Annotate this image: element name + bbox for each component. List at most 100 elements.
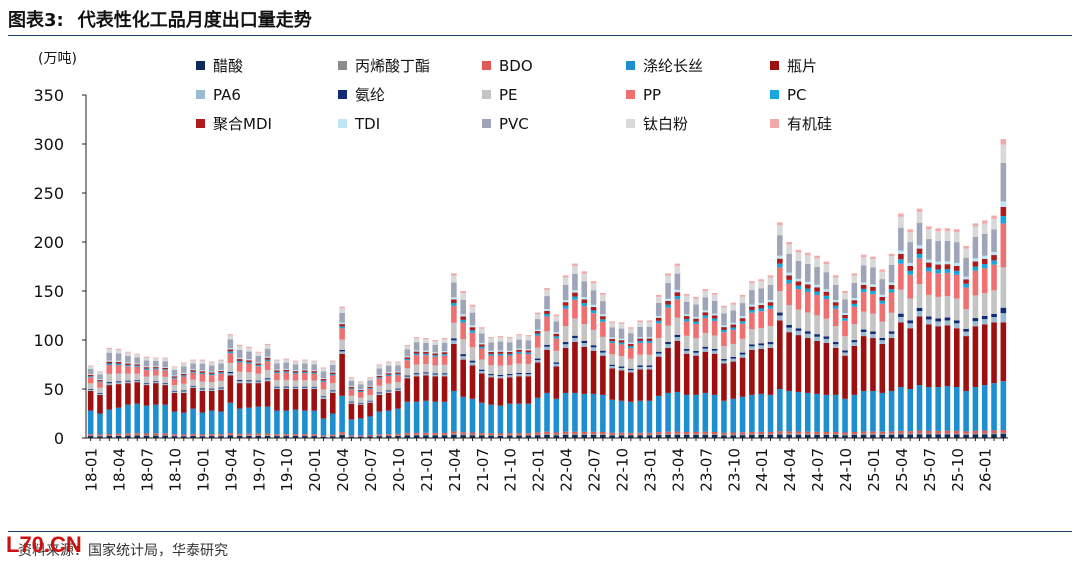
bar-segment [87,366,94,369]
bar-segment [749,310,755,313]
bar-segment [749,394,755,432]
bar-segment [581,273,588,282]
bar-segment [907,242,914,263]
bar-segment [981,430,988,434]
bar-segment [572,431,578,434]
bar-stack [330,360,336,438]
bar-segment [600,394,606,432]
bar-segment [488,435,494,436]
bar-segment [981,434,988,438]
bar-segment [97,380,103,382]
bar-segment [739,354,746,358]
bar-segment [404,344,411,346]
bar-stack [311,360,317,438]
bar-segment [227,339,234,349]
y-tick-label: 150 [33,282,64,301]
bar-segment [97,374,103,380]
bar-segment [758,279,764,282]
bar-segment [628,432,634,435]
bar-segment [506,377,513,404]
bar-segment [1000,307,1007,314]
bar-segment [376,436,383,438]
bar-stack [953,229,960,438]
bar-segment [860,254,867,258]
bar-stack [981,220,988,438]
bar-segment [609,368,615,400]
bar-stack [357,381,364,438]
bar-segment [218,380,224,388]
bar-segment [385,375,392,384]
bar-segment [274,370,280,372]
bar-segment [804,338,811,393]
bar-segment [581,431,588,435]
bar-segment [171,434,178,436]
bar-segment [404,375,411,377]
legend-item: 有机硅 [770,115,832,133]
bar-segment [395,408,401,434]
bar-segment [330,434,336,436]
bar-segment [134,366,141,374]
bar-segment [246,383,252,408]
bar-segment [590,313,597,330]
bar-segment [926,316,932,320]
bar-segment [804,288,811,292]
legend-item: 醋酸 [196,57,243,75]
bar-segment [814,334,820,337]
bar-segment [125,435,131,436]
bar-segment [562,434,569,438]
bar-segment [953,328,960,388]
bar-segment [497,337,504,342]
bar-segment [246,360,252,363]
bar-segment [413,351,420,354]
bar-segment [506,338,513,343]
bar-segment [655,353,662,357]
bar-stack [879,269,886,438]
bar-segment [516,349,522,352]
bar-segment [972,387,979,431]
bar-segment [963,433,969,435]
bar-segment [330,383,336,391]
bar-segment [637,365,643,367]
bar-segment [767,284,774,300]
bar-segment [655,315,662,318]
bar-segment [404,368,411,376]
bar-segment [674,434,681,438]
bar-segment [115,361,122,364]
bar-segment [106,363,113,365]
bar-segment [339,434,345,436]
bar-segment [683,319,690,322]
bar-segment [953,430,960,434]
bar-segment [721,313,727,326]
bar-segment [97,436,103,438]
bar-segment [777,315,783,321]
bar-segment [292,361,299,365]
bar-segment [935,433,941,435]
bar-segment [357,381,364,382]
bar-segment [171,367,178,370]
bar-segment [711,335,718,349]
bar-segment [339,308,345,313]
bar-segment [330,392,336,414]
bar-segment [330,360,336,362]
bar-stack [898,213,904,438]
bar-segment [963,434,969,438]
bar-stack [553,314,560,438]
bar-segment [683,314,690,317]
bar-stack [236,344,243,438]
bar-segment [292,360,299,362]
bar-segment [404,349,411,357]
bar-stack [870,256,876,438]
bar-stack [888,253,895,438]
bar-segment [469,398,476,433]
bar-segment [311,434,317,436]
bar-segment [767,326,774,343]
bar-segment [106,360,113,362]
bar-segment [441,432,448,435]
bar-segment [823,291,830,296]
bar-segment [320,436,327,438]
bar-segment [888,289,895,293]
bar-segment [721,360,727,364]
bar-segment [87,368,94,375]
x-tick-label: 21-04 [446,448,464,492]
x-tick-label: 18-10 [166,448,184,492]
